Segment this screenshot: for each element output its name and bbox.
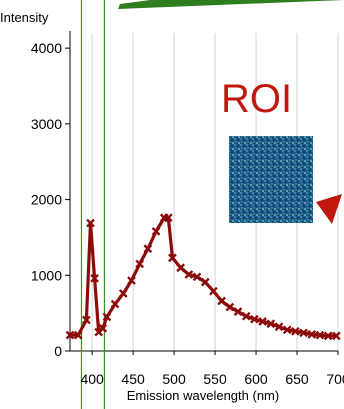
marker-stroke: [209, 286, 218, 296]
data-point-marker: [176, 263, 185, 273]
data-point-marker: [282, 325, 292, 335]
marker-stroke: [86, 218, 95, 228]
data-point-marker: [184, 270, 194, 279]
data-point-marker: [143, 244, 153, 254]
data-point-marker: [200, 277, 210, 287]
data-point-marker: [118, 289, 128, 298]
data-point-marker: [135, 259, 145, 269]
data-point-marker: [102, 312, 112, 322]
marker-stroke: [151, 227, 161, 236]
series-line: [70, 216, 337, 338]
marker-stroke: [241, 311, 251, 321]
data-point-marker: [65, 330, 75, 340]
data-point-marker: [192, 272, 202, 282]
marker-stroke: [98, 323, 108, 333]
data-point-marker: [225, 302, 235, 312]
marker-stroke: [127, 276, 136, 285]
x-tick-label: 400: [80, 371, 104, 387]
marker-stroke: [90, 273, 99, 283]
marker-stroke: [233, 307, 243, 316]
marker-stroke: [225, 302, 235, 312]
marker-stroke: [250, 314, 259, 324]
data-point-marker: [164, 213, 173, 223]
x-tick-label: 600: [244, 371, 268, 387]
marker-stroke: [200, 277, 210, 287]
marker-stroke: [135, 259, 145, 269]
marker-stroke: [143, 244, 153, 254]
marker-stroke: [192, 272, 202, 282]
marker-stroke: [332, 331, 341, 341]
data-point-marker: [315, 330, 325, 340]
y-tick-label: 2000: [31, 192, 62, 208]
data-point-marker: [307, 329, 317, 339]
axes: [65, 31, 339, 355]
marker-stroke: [102, 312, 112, 322]
x-axis-title: Emission wavelength (nm): [127, 388, 279, 403]
data-point-marker: [250, 314, 259, 324]
marker-stroke: [217, 296, 226, 306]
x-tick-label: 650: [285, 371, 309, 387]
x-tick-label: 450: [121, 371, 145, 387]
x-tick-label: 550: [203, 371, 227, 387]
marker-stroke: [323, 331, 333, 341]
x-tick-label: 500: [162, 371, 186, 387]
marker-stroke: [82, 315, 91, 325]
data-point-marker: [233, 307, 243, 316]
marker-stroke: [110, 299, 120, 309]
marker-stroke: [168, 253, 177, 263]
data-point-marker: [266, 319, 276, 329]
marker-stroke: [65, 330, 75, 340]
roi-marker-lines: [80, 0, 106, 409]
y-tick-label: 4000: [31, 40, 62, 56]
series-layer: [65, 213, 341, 341]
marker-stroke: [258, 317, 267, 326]
data-point-marker: [98, 323, 108, 333]
data-point-marker: [127, 276, 136, 285]
data-point-marker: [217, 296, 226, 306]
data-point-marker: [168, 253, 177, 263]
data-point-marker: [291, 326, 300, 336]
marker-stroke: [118, 289, 128, 298]
data-point-marker: [241, 311, 251, 321]
marker-stroke: [274, 322, 284, 332]
marker-stroke: [266, 319, 276, 329]
roi-arrow: [316, 194, 342, 224]
data-point-marker: [151, 227, 161, 236]
data-point-marker: [274, 322, 284, 332]
data-point-marker: [323, 331, 333, 341]
data-point-marker: [82, 315, 91, 325]
data-point-marker: [332, 331, 341, 341]
marker-stroke: [184, 270, 194, 279]
y-tick-label: 3000: [31, 116, 62, 132]
x-tick-label: 700: [326, 371, 344, 387]
y-tick-label: 1000: [31, 267, 62, 283]
data-point-marker: [258, 317, 267, 326]
data-point-marker: [90, 273, 99, 283]
marker-stroke: [315, 330, 325, 340]
data-point-marker: [209, 286, 218, 296]
marker-stroke: [164, 213, 173, 223]
marker-stroke: [176, 263, 185, 273]
marker-stroke: [299, 328, 308, 338]
data-point-marker: [86, 218, 95, 228]
y-tick-label: 0: [54, 343, 62, 359]
data-point-marker: [73, 330, 83, 340]
y-axis-title: Intensity: [0, 10, 49, 25]
tick-labels: 0 1000 2000 3000 4000 400 450 500 550 600 650 700: [31, 40, 344, 387]
marker-stroke: [307, 329, 317, 339]
roi-label: ROI: [221, 77, 292, 121]
data-point-marker: [110, 299, 120, 309]
roi-image: [229, 136, 313, 223]
marker-stroke: [73, 330, 83, 340]
data-point-marker: [299, 328, 308, 338]
marker-stroke: [291, 326, 300, 336]
top-arrow-shape: [118, 0, 344, 9]
marker-stroke: [282, 325, 292, 335]
